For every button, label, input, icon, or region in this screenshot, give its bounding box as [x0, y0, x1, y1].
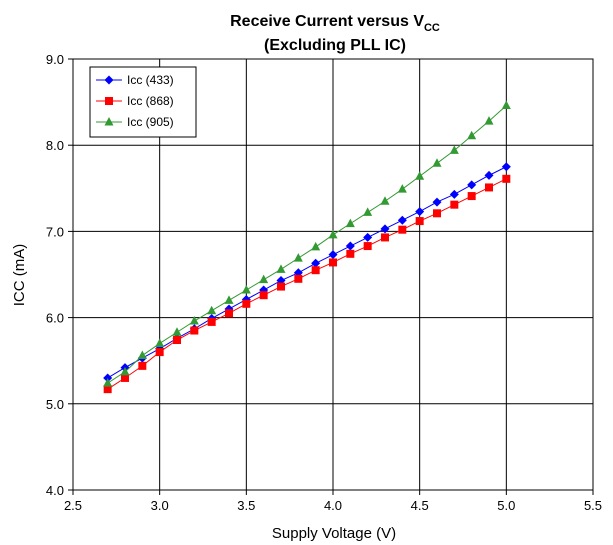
data-point	[467, 180, 477, 190]
data-point	[155, 348, 164, 357]
data-point	[242, 299, 251, 308]
x-tick-label: 4.5	[411, 498, 429, 513]
data-point	[189, 316, 199, 325]
y-tick-label: 6.0	[46, 311, 64, 326]
data-point	[103, 373, 113, 383]
chart-title-main: Receive Current versus V	[230, 13, 424, 30]
legend-marker	[104, 117, 114, 126]
data-point	[501, 162, 511, 172]
legend: Icc (433) Icc (868) Icc (905)	[89, 66, 197, 138]
series-3	[103, 100, 511, 387]
data-point	[120, 366, 130, 376]
data-point	[415, 217, 424, 226]
data-point	[241, 285, 251, 294]
data-point	[467, 192, 476, 201]
y-tick-label: 9.0	[46, 52, 64, 67]
data-point	[501, 100, 511, 110]
data-point	[432, 158, 442, 167]
data-point	[450, 200, 459, 209]
data-point	[380, 196, 390, 205]
data-point	[224, 295, 234, 304]
data-point	[190, 326, 199, 335]
data-point	[207, 305, 217, 315]
x-tick-label: 3.5	[237, 498, 255, 513]
legend-item: Icc (433)	[96, 73, 174, 87]
tick-labels: 2.5 3.0 3.5 4.0 4.5 5.0 5.5 4.0 5.0 6.0 7.0 8.0 9.0	[46, 52, 602, 513]
data-point	[363, 242, 372, 251]
data-point	[381, 233, 389, 242]
data-point	[432, 197, 442, 207]
data-point	[328, 250, 338, 260]
data-point	[276, 264, 286, 273]
data-point	[415, 207, 425, 217]
data-point	[433, 209, 441, 218]
data-point	[467, 130, 477, 140]
data-point	[277, 282, 285, 291]
data-point	[311, 258, 321, 268]
data-point	[363, 232, 373, 242]
data-point	[207, 317, 216, 326]
data-point	[502, 174, 511, 183]
series-2	[103, 174, 511, 394]
x-tick-label: 5.0	[497, 498, 515, 513]
data-point	[397, 184, 407, 193]
data-point	[346, 249, 355, 258]
data-point	[380, 224, 390, 234]
legend-item: Icc (905)	[96, 115, 174, 129]
legend-marker	[104, 75, 114, 85]
data-point	[225, 309, 233, 318]
legend-label: Icc (868)	[127, 94, 174, 108]
data-point	[259, 274, 269, 284]
data-point	[484, 116, 494, 125]
data-point	[121, 373, 129, 382]
data-point	[294, 274, 303, 283]
data-point	[363, 207, 373, 216]
data-point	[293, 253, 303, 262]
data-point	[172, 327, 182, 336]
chart-title-subscript: CC	[424, 22, 440, 34]
data-point	[311, 266, 320, 275]
data-point	[173, 336, 181, 345]
data-point	[449, 145, 459, 154]
data-point	[259, 291, 268, 300]
x-axis-label: Supply Voltage (V)	[272, 525, 396, 542]
y-tick-label: 4.0	[46, 483, 64, 498]
legend-marker	[105, 97, 113, 105]
data-point	[397, 215, 407, 225]
data-point	[345, 241, 355, 251]
x-tick-label: 3.0	[151, 498, 169, 513]
data-point	[155, 338, 165, 347]
y-axis-label: ICC (mA)	[11, 244, 28, 307]
data-point	[415, 171, 425, 180]
data-point	[103, 378, 113, 387]
y-tick-label: 7.0	[46, 224, 64, 239]
data-point	[328, 229, 338, 239]
data-point	[329, 258, 337, 267]
data-point	[137, 350, 147, 360]
data-point	[398, 225, 407, 234]
data-point	[103, 385, 112, 394]
chart-title-line1: Receive Current versus VCC	[230, 13, 440, 34]
series-layer	[103, 100, 511, 394]
chart-title-line2: (Excluding PLL IC)	[264, 37, 406, 54]
x-tick-label: 5.5	[584, 498, 602, 513]
data-point	[484, 170, 494, 180]
legend-label: Icc (433)	[127, 73, 174, 87]
legend-item: Icc (868)	[96, 94, 174, 108]
x-tick-label: 4.0	[324, 498, 342, 513]
data-point	[485, 183, 493, 192]
y-tick-label: 8.0	[46, 138, 64, 153]
x-tick-label: 2.5	[64, 498, 82, 513]
data-point	[345, 218, 355, 228]
y-tick-label: 5.0	[46, 397, 64, 412]
legend-label: Icc (905)	[127, 115, 174, 129]
data-point	[138, 361, 147, 370]
data-point	[449, 189, 459, 199]
data-point	[311, 241, 321, 251]
